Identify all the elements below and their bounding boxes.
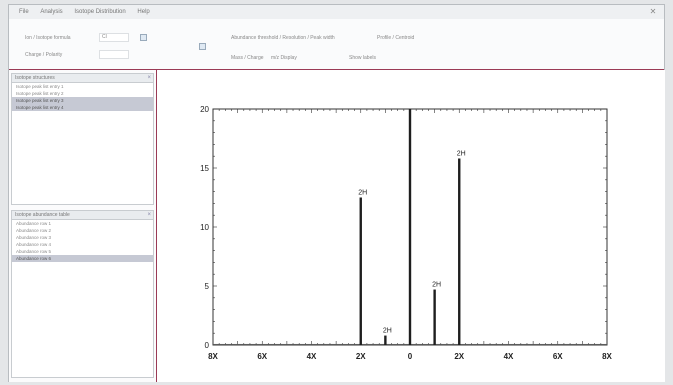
x-tick-label: 4X	[307, 352, 317, 361]
close-icon[interactable]: ×	[147, 75, 151, 81]
x-edge-label: 8X	[208, 352, 218, 361]
structure-list: Isotope peak list entry 1 Isotope peak li…	[12, 83, 153, 111]
x-tick-label: 0	[408, 352, 413, 361]
option-mz-display[interactable]: m/z Display	[271, 55, 297, 61]
charge-label: Charge / Polarity	[25, 52, 63, 58]
list-item[interactable]: Abundance row 3	[16, 235, 52, 240]
close-icon[interactable]: ×	[147, 212, 151, 218]
app-window: File Analysis Isotope Distribution Help …	[8, 4, 665, 382]
panel-header: Isotope abundance table ×	[12, 211, 153, 220]
panel-title: Isotope structures	[15, 75, 55, 81]
toolbar: Ion / Isotope formula Cl Charge / Polari…	[9, 19, 664, 70]
peak-label: 2H	[432, 282, 441, 289]
left-sidebar: Isotope structures × Isotope peak list e…	[9, 70, 157, 382]
x-tick-label: 4X	[504, 352, 514, 361]
panel-header: Isotope structures ×	[12, 74, 153, 83]
y-tick-label: 15	[200, 164, 209, 173]
menu-item-analysis[interactable]: Analysis	[40, 9, 63, 15]
panel-title: Isotope abundance table	[15, 212, 70, 218]
spectrum-chart-area: 0 5 10 15 20 6X 4X 2X 0 2X 4X 6X 8X 8X 2H 2H 2H 2H	[157, 70, 665, 382]
output-label: Profile / Centroid	[377, 35, 415, 41]
formula-checkbox[interactable]	[140, 34, 147, 41]
menu-item-help[interactable]: Help	[137, 9, 150, 15]
list-item[interactable]: Abundance row 6	[12, 255, 153, 262]
list-item[interactable]: Abundance row 1	[16, 221, 52, 226]
abundance-table-panel: Isotope abundance table × Abundance row …	[11, 210, 154, 378]
polarity-checkbox[interactable]	[199, 43, 206, 50]
menu-bar: File Analysis Isotope Distribution Help …	[9, 5, 664, 20]
list-item[interactable]: Abundance row 2	[16, 228, 52, 233]
x-tick-label: 2X	[356, 352, 366, 361]
y-tick-label: 5	[205, 282, 210, 291]
option-mass-charge[interactable]: Mass / Charge	[231, 55, 264, 61]
list-item[interactable]: Isotope peak list entry 4	[12, 104, 153, 111]
list-item[interactable]: Isotope peak list entry 1	[16, 84, 64, 89]
isotope-spectrum-chart[interactable]: 0 5 10 15 20 6X 4X 2X 0 2X 4X 6X 8X 8X 2H 2H 2H 2H	[157, 70, 665, 382]
threshold-label: Abundance threshold / Resolution / Peak …	[231, 35, 335, 41]
formula-input[interactable]: Cl	[99, 33, 129, 42]
x-tick-label: 6X	[257, 352, 267, 361]
close-icon[interactable]: ✕	[649, 7, 657, 16]
y-tick-label: 10	[200, 223, 209, 232]
menu-item-file[interactable]: File	[19, 9, 29, 15]
list-item[interactable]: Isotope peak list entry 2	[16, 91, 64, 96]
y-tick-label: 20	[200, 105, 209, 114]
menu-item-isotope-distribution[interactable]: Isotope Distribution	[74, 9, 126, 15]
x-edge-label: 8X	[602, 352, 612, 361]
formula-value: Cl	[102, 34, 107, 40]
peak-label: 2H	[358, 190, 367, 197]
list-item[interactable]: Isotope peak list entry 3	[12, 97, 153, 104]
list-item[interactable]: Abundance row 4	[16, 242, 52, 247]
y-tick-label: 0	[205, 341, 210, 350]
peak-label: 2H	[383, 328, 392, 335]
option-show-labels[interactable]: Show labels	[349, 55, 376, 61]
charge-input[interactable]	[99, 50, 129, 59]
x-tick-label: 6X	[553, 352, 563, 361]
isotope-structures-panel: Isotope structures × Isotope peak list e…	[11, 73, 154, 205]
x-tick-label: 2X	[454, 352, 464, 361]
peak-label: 2H	[457, 151, 466, 158]
list-item[interactable]: Abundance row 5	[16, 249, 52, 254]
abundance-list: Abundance row 1 Abundance row 2 Abundance …	[12, 220, 153, 262]
formula-label: Ion / Isotope formula	[25, 35, 71, 41]
